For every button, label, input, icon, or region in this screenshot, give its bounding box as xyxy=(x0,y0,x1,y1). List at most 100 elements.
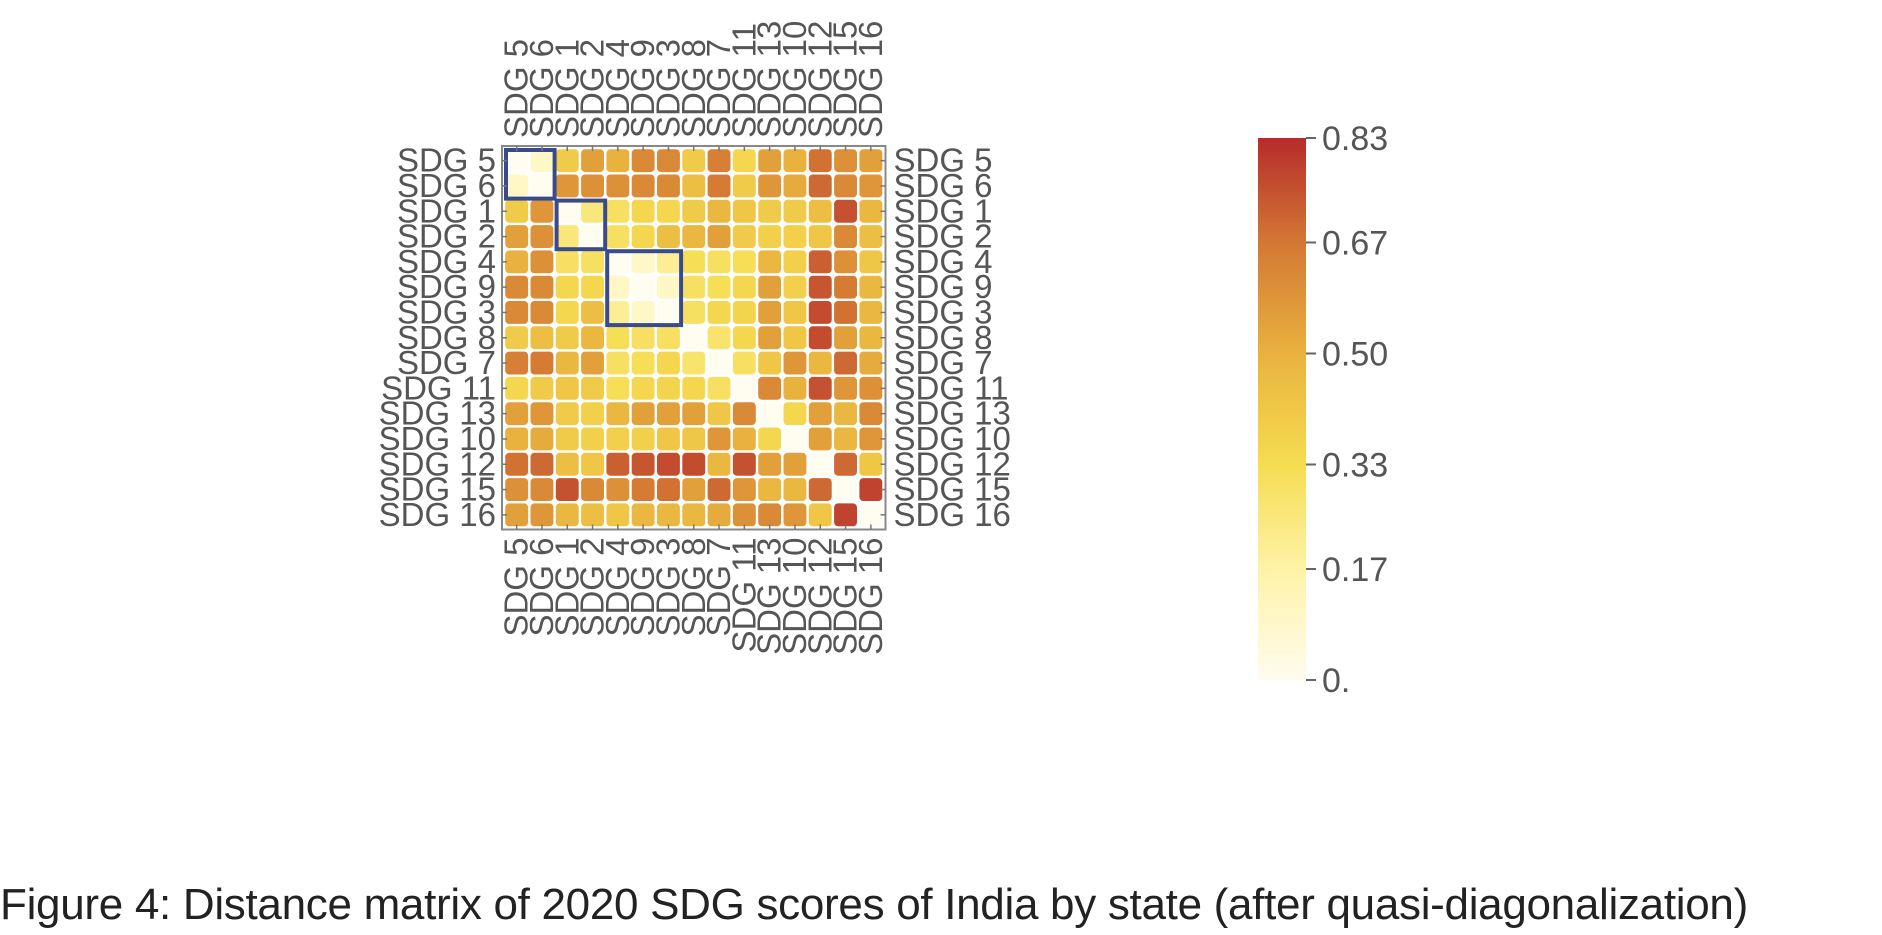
cell-sdg-15-sdg-7 xyxy=(707,478,731,501)
cell-sdg-3-sdg-15 xyxy=(834,301,857,324)
cell-sdg-11-sdg-12 xyxy=(808,376,832,400)
row-label-left-sdg-3: SDG 3 xyxy=(397,293,496,330)
cell-sdg-2-sdg-6 xyxy=(530,225,554,248)
col-label-top-sdg-15: SDG 15 xyxy=(827,21,864,138)
cell-sdg-3-sdg-4 xyxy=(606,301,630,324)
cell-sdg-4-sdg-16 xyxy=(859,250,883,274)
colorbar-gradient xyxy=(1258,138,1306,680)
cell-sdg-11-sdg-2 xyxy=(581,376,604,400)
cell-sdg-4-sdg-4 xyxy=(606,250,630,274)
cell-sdg-1-sdg-2 xyxy=(581,199,604,223)
col-label-bottom-sdg-2: SDG 2 xyxy=(574,538,611,637)
cell-sdg-6-sdg-2 xyxy=(581,174,604,198)
cell-sdg-16-sdg-12 xyxy=(808,503,832,527)
cell-sdg-6-sdg-5 xyxy=(505,174,529,198)
cell-sdg-6-sdg-11 xyxy=(732,174,756,198)
cell-sdg-11-sdg-16 xyxy=(859,376,883,400)
cell-sdg-16-sdg-2 xyxy=(581,503,604,527)
cell-sdg-2-sdg-2 xyxy=(581,225,604,248)
cell-sdg-11-sdg-8 xyxy=(682,376,706,400)
cell-sdg-1-sdg-16 xyxy=(859,199,883,223)
cell-sdg-1-sdg-13 xyxy=(758,199,782,223)
cell-sdg-5-sdg-12 xyxy=(808,149,832,173)
cell-sdg-12-sdg-15 xyxy=(834,452,857,476)
cell-sdg-16-sdg-16 xyxy=(859,503,883,527)
cell-sdg-7-sdg-16 xyxy=(859,351,883,375)
cell-sdg-15-sdg-13 xyxy=(758,478,782,501)
cell-sdg-10-sdg-15 xyxy=(834,427,857,451)
cell-sdg-6-sdg-12 xyxy=(808,174,832,198)
col-label-bottom-sdg-1: SDG 1 xyxy=(548,538,585,637)
cell-sdg-5-sdg-6 xyxy=(530,149,554,173)
cell-sdg-1-sdg-7 xyxy=(707,199,731,223)
cell-sdg-15-sdg-3 xyxy=(657,478,680,501)
cell-sdg-9-sdg-16 xyxy=(859,275,883,299)
cell-sdg-12-sdg-6 xyxy=(530,452,554,476)
cell-sdg-15-sdg-16 xyxy=(859,478,883,501)
cell-sdg-3-sdg-3 xyxy=(657,301,680,324)
row-label-right-sdg-5: SDG 5 xyxy=(894,142,993,179)
cell-sdg-13-sdg-9 xyxy=(631,402,655,426)
row-label-right-sdg-10: SDG 10 xyxy=(894,420,1011,457)
cell-sdg-11-sdg-3 xyxy=(657,376,680,400)
cell-sdg-4-sdg-6 xyxy=(530,250,554,274)
cell-sdg-7-sdg-9 xyxy=(631,351,655,375)
cell-sdg-11-sdg-5 xyxy=(505,376,529,400)
row-label-right-sdg-15: SDG 15 xyxy=(894,471,1011,508)
cell-sdg-12-sdg-12 xyxy=(808,452,832,476)
cell-sdg-6-sdg-9 xyxy=(631,174,655,198)
cell-sdg-9-sdg-12 xyxy=(808,275,832,299)
cell-sdg-12-sdg-5 xyxy=(505,452,529,476)
cell-sdg-7-sdg-15 xyxy=(834,351,857,375)
row-label-left-sdg-11: SDG 11 xyxy=(381,369,496,406)
cell-sdg-9-sdg-13 xyxy=(758,275,782,299)
cell-sdg-3-sdg-9 xyxy=(631,301,655,324)
cell-sdg-15-sdg-9 xyxy=(631,478,655,501)
cell-sdg-1-sdg-6 xyxy=(530,199,554,223)
cell-sdg-16-sdg-6 xyxy=(530,503,554,527)
cell-sdg-13-sdg-13 xyxy=(758,402,782,426)
cell-sdg-11-sdg-10 xyxy=(783,376,807,400)
cell-sdg-10-sdg-9 xyxy=(631,427,655,451)
cell-sdg-5-sdg-4 xyxy=(606,149,630,173)
cell-sdg-4-sdg-11 xyxy=(732,250,756,274)
cell-sdg-11-sdg-6 xyxy=(530,376,554,400)
cell-sdg-7-sdg-11 xyxy=(732,351,756,375)
cell-sdg-12-sdg-16 xyxy=(859,452,883,476)
cell-sdg-9-sdg-3 xyxy=(657,275,680,299)
cell-sdg-15-sdg-4 xyxy=(606,478,630,501)
cell-sdg-15-sdg-11 xyxy=(732,478,756,501)
col-label-top-sdg-10: SDG 10 xyxy=(776,21,813,138)
cell-sdg-15-sdg-2 xyxy=(581,478,604,501)
cell-sdg-3-sdg-2 xyxy=(581,301,604,324)
row-label-left-sdg-9: SDG 9 xyxy=(397,268,496,305)
cell-sdg-4-sdg-5 xyxy=(505,250,529,274)
cell-sdg-8-sdg-7 xyxy=(707,326,731,350)
cell-sdg-10-sdg-13 xyxy=(758,427,782,451)
cell-sdg-13-sdg-6 xyxy=(530,402,554,426)
cell-sdg-13-sdg-11 xyxy=(732,402,756,426)
cell-sdg-15-sdg-5 xyxy=(505,478,529,501)
cell-sdg-7-sdg-5 xyxy=(505,351,529,375)
cell-sdg-13-sdg-1 xyxy=(555,402,579,426)
cell-sdg-8-sdg-12 xyxy=(808,326,832,350)
row-label-left-sdg-13: SDG 13 xyxy=(379,395,496,432)
cell-sdg-8-sdg-15 xyxy=(834,326,857,350)
cell-sdg-6-sdg-15 xyxy=(834,174,857,198)
cell-sdg-5-sdg-16 xyxy=(859,149,883,173)
cell-sdg-11-sdg-15 xyxy=(834,376,857,400)
cell-sdg-10-sdg-2 xyxy=(581,427,604,451)
col-label-top-sdg-7: SDG 7 xyxy=(700,39,737,138)
cell-sdg-5-sdg-1 xyxy=(555,149,579,173)
cell-sdg-10-sdg-8 xyxy=(682,427,706,451)
cell-sdg-7-sdg-12 xyxy=(808,351,832,375)
cell-sdg-5-sdg-8 xyxy=(682,149,706,173)
highlight-box-2 xyxy=(554,198,608,252)
col-label-top-sdg-8: SDG 8 xyxy=(675,39,712,138)
cell-sdg-8-sdg-13 xyxy=(758,326,782,350)
cell-sdg-16-sdg-9 xyxy=(631,503,655,527)
cell-sdg-12-sdg-2 xyxy=(581,452,604,476)
cell-sdg-1-sdg-11 xyxy=(732,199,756,223)
cell-sdg-2-sdg-13 xyxy=(758,225,782,248)
col-label-bottom-sdg-6: SDG 6 xyxy=(523,538,560,637)
